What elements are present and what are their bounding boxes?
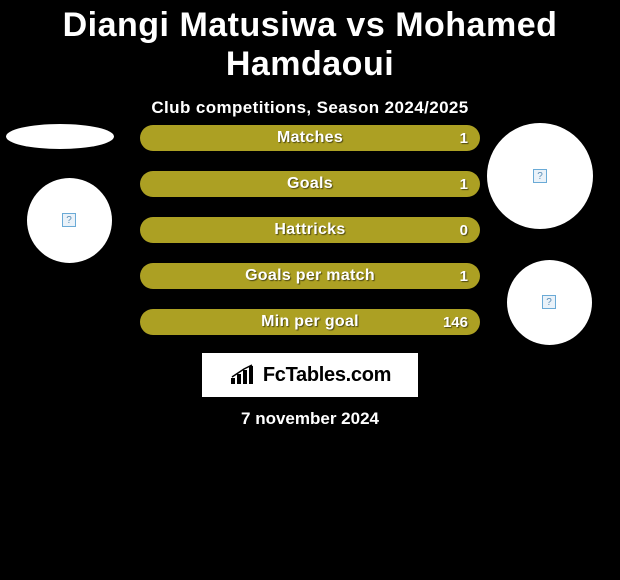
date-text: 7 november 2024 bbox=[0, 409, 620, 429]
decor-circle-right-top: ? bbox=[487, 123, 593, 229]
bar-value: 1 bbox=[460, 171, 468, 197]
bar-min-per-goal: Min per goal 146 bbox=[140, 309, 480, 335]
decor-circle-left: ? bbox=[27, 178, 112, 263]
bar-label: Min per goal bbox=[140, 309, 480, 335]
bar-value: 1 bbox=[460, 263, 468, 289]
bar-hattricks: Hattricks 0 bbox=[140, 217, 480, 243]
page-title: Diangi Matusiwa vs Mohamed Hamdaoui bbox=[0, 0, 620, 84]
page-subtitle: Club competitions, Season 2024/2025 bbox=[0, 98, 620, 118]
bar-goals-per-match: Goals per match 1 bbox=[140, 263, 480, 289]
bar-label: Goals per match bbox=[140, 263, 480, 289]
image-placeholder-icon: ? bbox=[542, 295, 556, 309]
logo-box: FcTables.com bbox=[202, 353, 418, 397]
bar-value: 1 bbox=[460, 125, 468, 151]
bar-matches: Matches 1 bbox=[140, 125, 480, 151]
bar-label: Matches bbox=[140, 125, 480, 151]
decor-circle-right-bottom: ? bbox=[507, 260, 592, 345]
image-placeholder-icon: ? bbox=[533, 169, 547, 183]
bar-chart-icon bbox=[229, 364, 257, 386]
comparison-bars: Matches 1 Goals 1 Hattricks 0 Goals per … bbox=[140, 125, 480, 355]
bar-label: Goals bbox=[140, 171, 480, 197]
image-placeholder-icon: ? bbox=[62, 213, 76, 227]
decor-ellipse-left-top bbox=[6, 124, 114, 149]
bar-goals: Goals 1 bbox=[140, 171, 480, 197]
bar-value: 146 bbox=[443, 309, 468, 335]
logo-text: FcTables.com bbox=[263, 364, 391, 387]
bar-label: Hattricks bbox=[140, 217, 480, 243]
bar-value: 0 bbox=[460, 217, 468, 243]
